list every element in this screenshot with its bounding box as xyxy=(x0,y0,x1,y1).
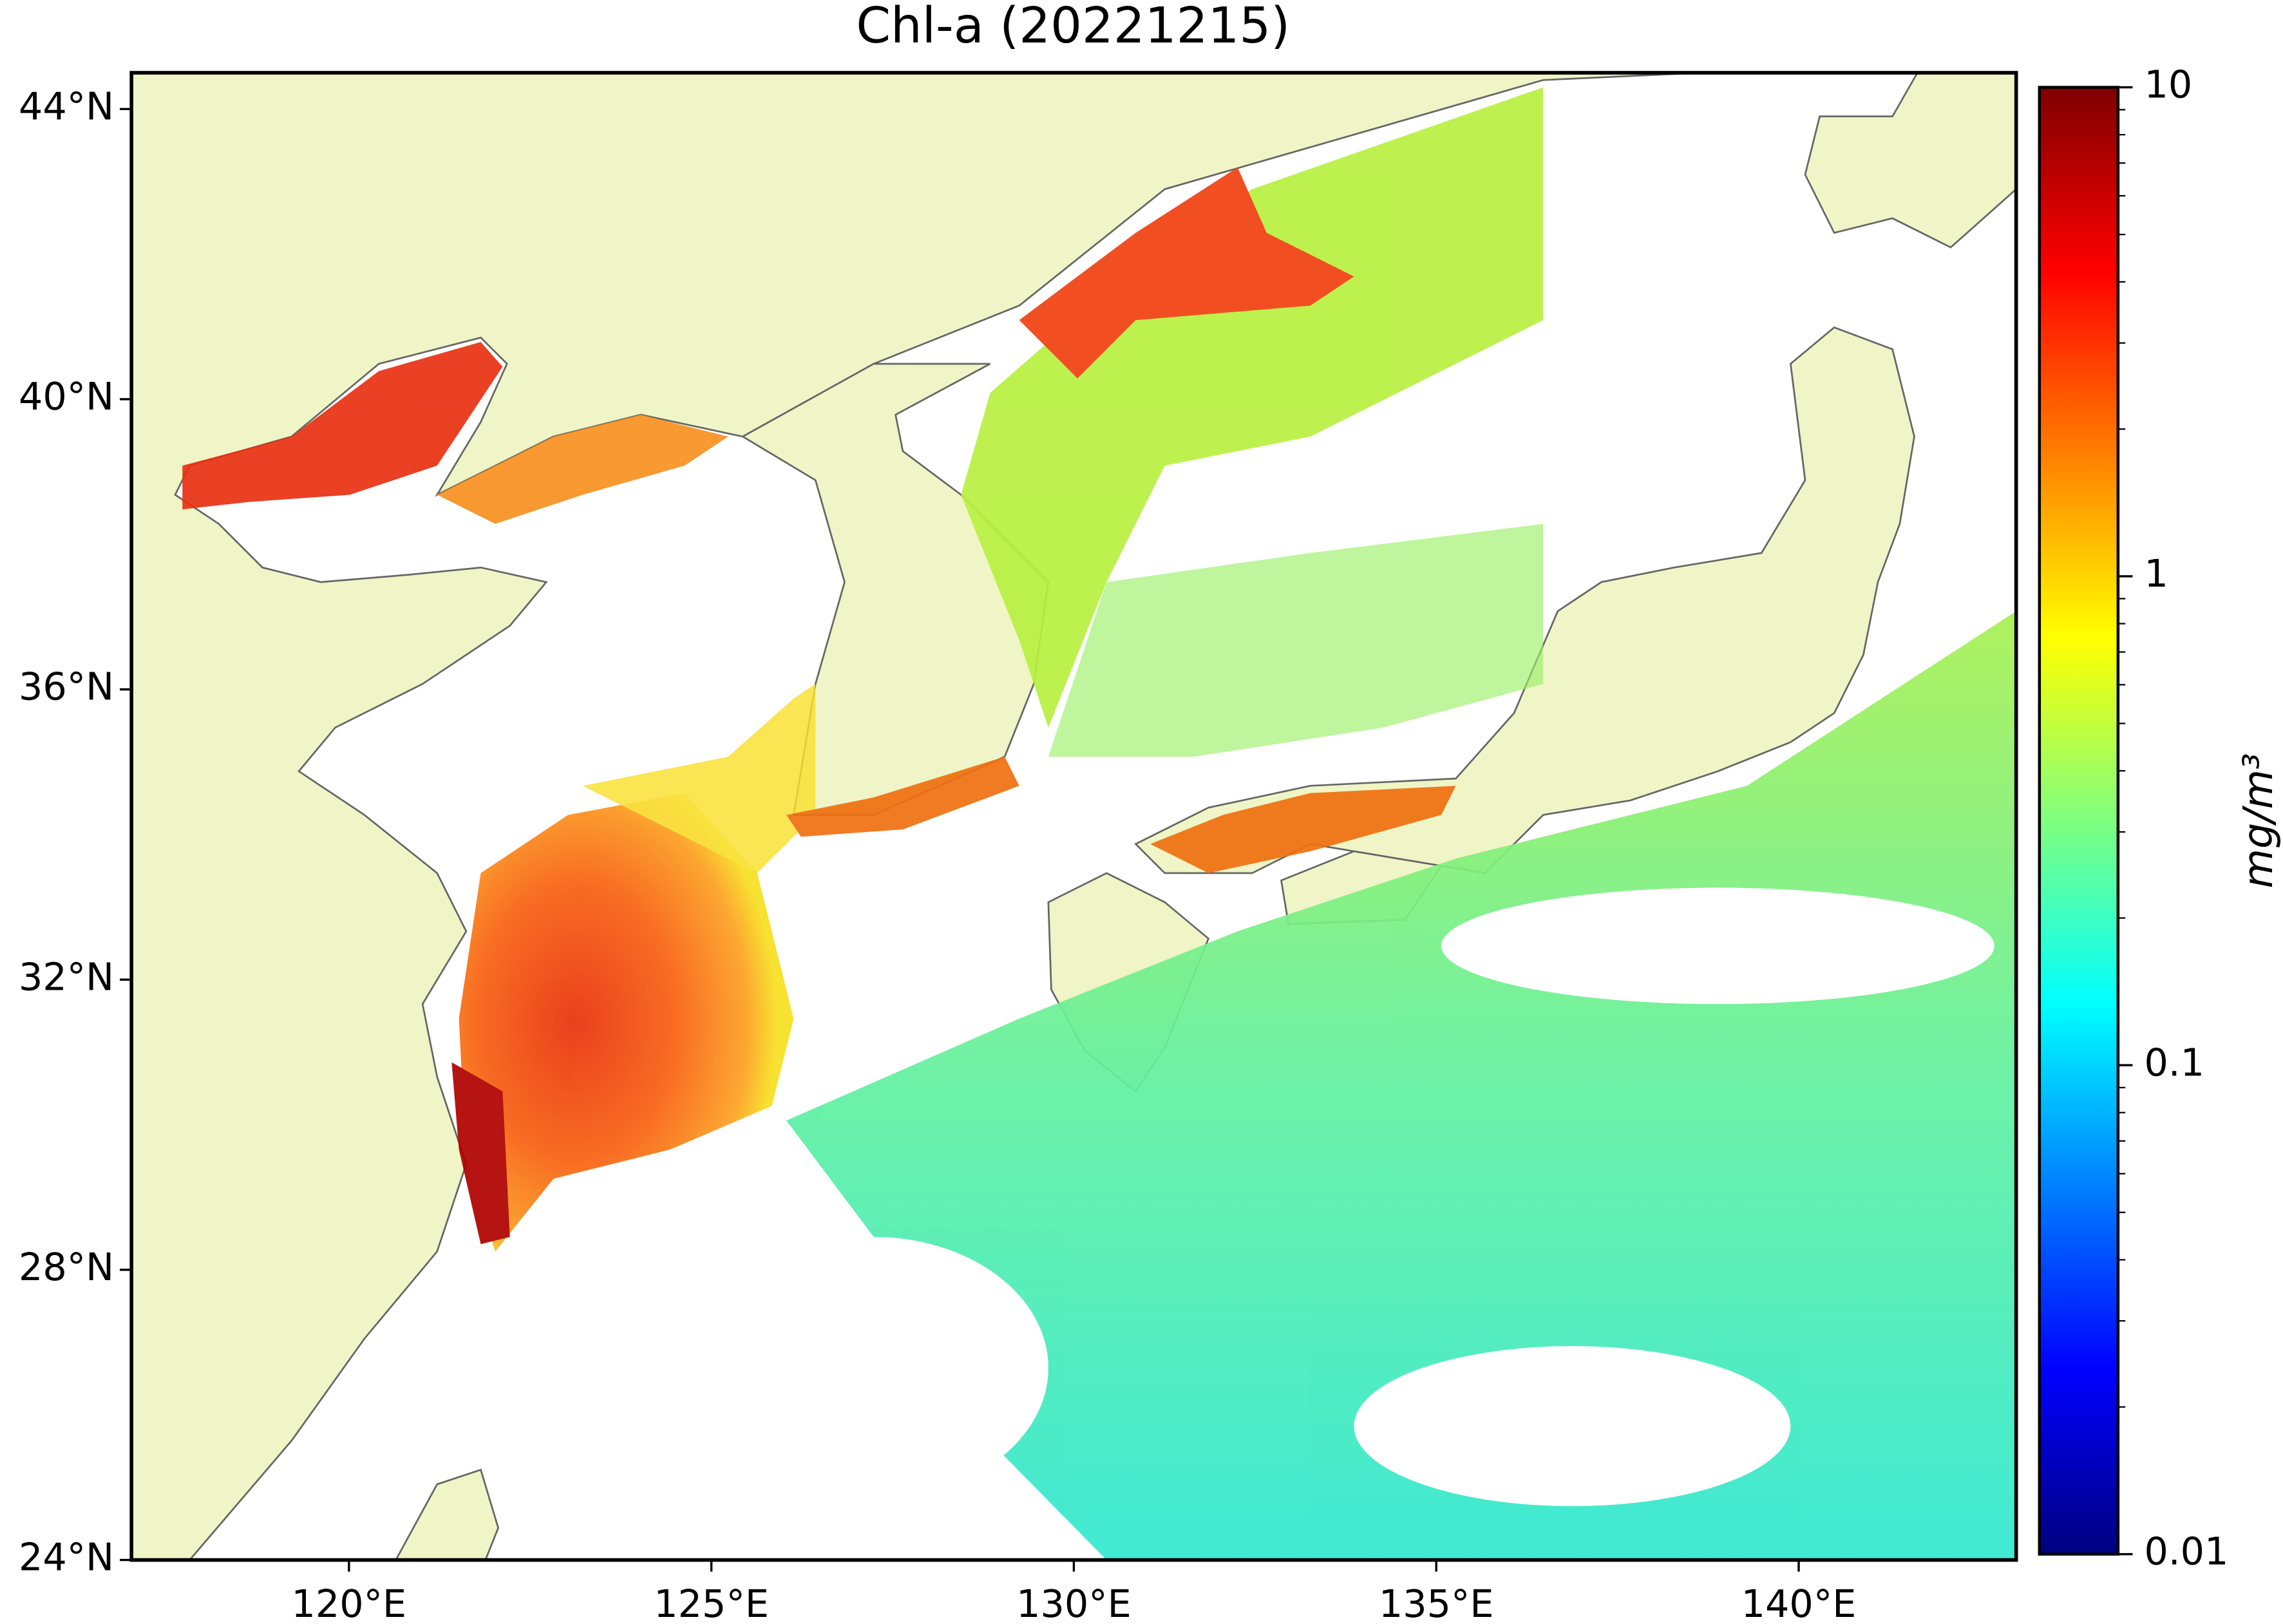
yellow-sea-field xyxy=(582,684,816,873)
japan-sea-field xyxy=(961,87,1544,728)
taiwan xyxy=(395,1468,500,1560)
seto-bloom xyxy=(1150,786,1456,873)
colorbar-tick-label: 10 xyxy=(2145,62,2193,107)
cloud-gap xyxy=(699,1236,1048,1499)
y-tick-label: 32°N xyxy=(19,954,114,999)
colorbar-tick-label: 0.01 xyxy=(2145,1529,2229,1574)
liaodong-bloom xyxy=(437,415,728,524)
y-tick-label: 44°N xyxy=(19,84,114,128)
colorbar-tick-label: 0.1 xyxy=(2145,1040,2204,1084)
x-tick-label: 130°E xyxy=(1016,1582,1132,1624)
map-body xyxy=(131,72,2016,1560)
x-tick-label: 140°E xyxy=(1741,1582,1857,1624)
coastal-bloom xyxy=(1019,167,1354,379)
colorbar xyxy=(2038,86,2120,1556)
y-tick-label: 36°N xyxy=(19,665,114,709)
bohai-bloom xyxy=(182,342,503,509)
y-tick-label: 28°N xyxy=(19,1245,114,1289)
x-tick-label: 135°E xyxy=(1379,1582,1494,1624)
plume xyxy=(459,793,794,1252)
colorbar-label: mg/m³ xyxy=(2234,753,2282,889)
y-tick-label: 24°N xyxy=(19,1535,114,1580)
coastal-max xyxy=(451,1062,510,1245)
japan-sea-south xyxy=(1048,524,1544,757)
cloud-gap xyxy=(1441,887,1994,1005)
x-tick-label: 125°E xyxy=(654,1582,769,1624)
offshore-field xyxy=(786,611,2016,1560)
x-tick-label: 120°E xyxy=(292,1582,407,1624)
hokkaido xyxy=(1804,72,2016,249)
korea-coast-bloom xyxy=(786,757,1019,837)
chlorophyll-field xyxy=(182,87,2016,1560)
colorbar-tick-label: 1 xyxy=(2145,551,2168,596)
y-tick-label: 40°N xyxy=(19,374,114,419)
cloud-gap xyxy=(1354,1346,1791,1506)
chart-title: Chl-a (20221215) xyxy=(856,0,1290,55)
